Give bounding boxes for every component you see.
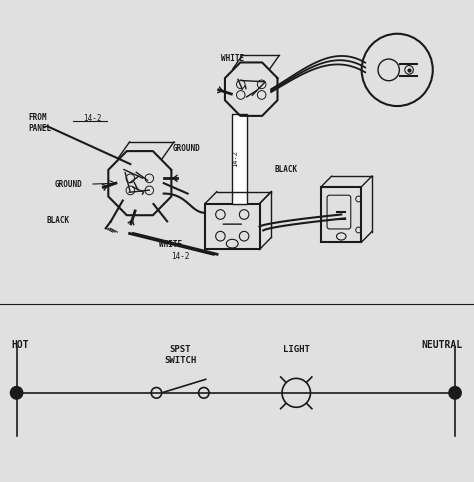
- Text: 14-2: 14-2: [83, 114, 101, 122]
- Text: WHITE: WHITE: [159, 241, 182, 249]
- FancyBboxPatch shape: [232, 115, 247, 203]
- Circle shape: [10, 387, 23, 399]
- Text: NEUTRAL: NEUTRAL: [421, 340, 462, 349]
- Text: FROM
PANEL: FROM PANEL: [28, 113, 52, 133]
- Circle shape: [449, 387, 461, 399]
- Text: SWITCH: SWITCH: [164, 356, 196, 365]
- Text: GROUND: GROUND: [55, 180, 82, 188]
- Text: LIGHT: LIGHT: [283, 345, 310, 354]
- Text: HOT: HOT: [12, 340, 29, 349]
- Text: SPST: SPST: [169, 345, 191, 354]
- Text: BLACK: BLACK: [46, 216, 70, 225]
- Circle shape: [282, 378, 310, 407]
- Text: 14-2: 14-2: [232, 149, 238, 167]
- Text: WHITE: WHITE: [221, 54, 244, 63]
- Text: BLACK: BLACK: [275, 165, 298, 174]
- Text: 14-2: 14-2: [171, 252, 190, 261]
- Text: GROUND: GROUND: [173, 144, 201, 153]
